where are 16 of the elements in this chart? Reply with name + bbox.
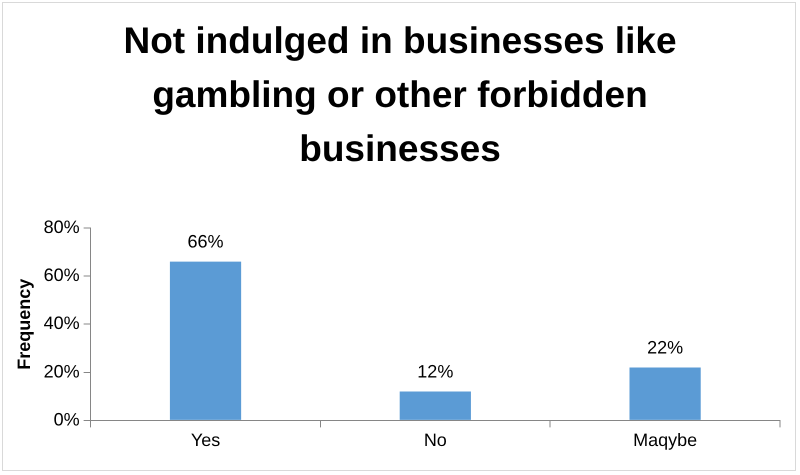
bar: [170, 262, 242, 420]
y-tick-label: 0%: [54, 409, 80, 430]
data-label: 22%: [647, 337, 684, 358]
data-label: 66%: [188, 232, 224, 252]
bar: [629, 367, 701, 420]
y-tick-label: 80%: [44, 216, 80, 237]
y-tick-label: 40%: [44, 313, 80, 334]
chart-title: Not indulged in businesses like gambling or other forbidden businesses: [122, 19, 678, 171]
bar: [400, 392, 471, 420]
x-tick-label: No: [424, 430, 447, 450]
y-tick-label: 20%: [44, 361, 80, 382]
y-axis-title: Frequency: [14, 278, 34, 370]
x-tick-label: Maqybe: [633, 430, 698, 450]
y-tick-label: 60%: [44, 265, 80, 286]
x-tick-label: Yes: [190, 430, 220, 450]
data-label: 12%: [417, 362, 454, 382]
